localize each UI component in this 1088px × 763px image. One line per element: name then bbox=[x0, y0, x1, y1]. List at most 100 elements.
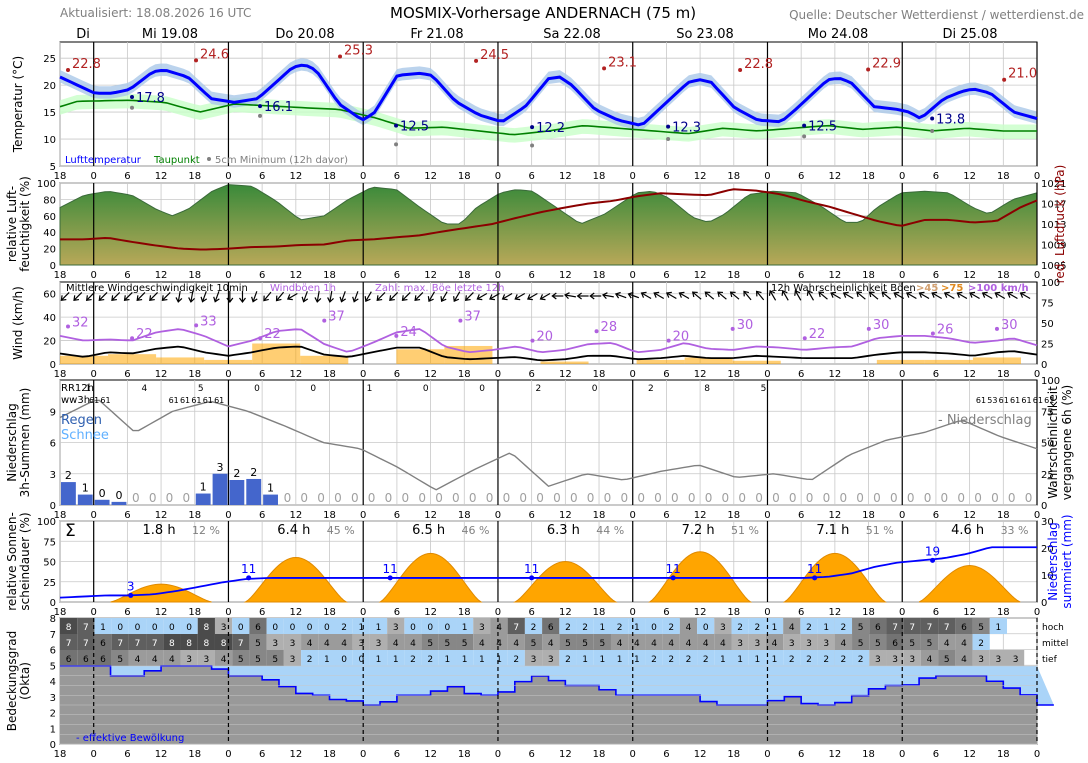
cloud-value: 3 bbox=[548, 655, 554, 665]
wind-direction-icon bbox=[704, 291, 715, 300]
cloud-cell bbox=[266, 650, 284, 666]
y-tick: 3 bbox=[50, 470, 56, 481]
y-tick: 25 bbox=[43, 578, 56, 589]
cloud-value: 5 bbox=[445, 639, 451, 649]
wind-direction-icon bbox=[427, 291, 436, 303]
cloud-cell bbox=[197, 650, 215, 666]
time-tick: 18 bbox=[593, 510, 606, 521]
cloud-cell bbox=[714, 634, 732, 650]
time-tick: 18 bbox=[323, 270, 336, 281]
wind-direction-icon bbox=[768, 289, 777, 301]
cloud-value: 4 bbox=[703, 639, 709, 649]
gust-max-marker bbox=[66, 324, 71, 329]
cloud-value: 1 bbox=[445, 655, 451, 665]
wind-direction-icon bbox=[85, 292, 95, 301]
precip-value: 0 bbox=[722, 491, 730, 505]
cloud-value: 4 bbox=[135, 655, 141, 665]
precip-bar bbox=[263, 494, 278, 505]
time-tick: 0 bbox=[764, 510, 770, 521]
sunshine-area bbox=[782, 552, 887, 603]
gust-max-label: 30 bbox=[737, 318, 754, 333]
y-tick: 50 bbox=[43, 558, 56, 569]
y-tick: 75 bbox=[43, 537, 56, 548]
cloud-cell bbox=[490, 650, 508, 666]
wind-direction-icon bbox=[188, 290, 195, 303]
cloud-cell bbox=[714, 618, 732, 634]
cloud-value: 0 bbox=[307, 623, 313, 633]
time-tick: 12 bbox=[155, 510, 168, 521]
cloud-value: 2 bbox=[737, 623, 743, 633]
precip-bar bbox=[94, 499, 110, 505]
sunshine-hours: 6.4 h bbox=[277, 523, 310, 538]
time-tick: 0 bbox=[899, 749, 905, 760]
y-tick: 20 bbox=[43, 337, 56, 348]
cloud-cell bbox=[387, 634, 405, 650]
time-tick: 6 bbox=[259, 171, 265, 182]
cloud-cell bbox=[197, 634, 215, 650]
cloud-value: 2 bbox=[823, 655, 829, 665]
cloud-cell bbox=[645, 650, 663, 666]
cloud-cell bbox=[834, 618, 853, 634]
temp-max-marker bbox=[474, 58, 479, 63]
time-tick: 12 bbox=[424, 510, 437, 521]
cloud-value: 4 bbox=[944, 639, 950, 649]
wind-direction-icon bbox=[401, 292, 411, 301]
precip-value: 0 bbox=[991, 491, 999, 505]
pressure-line bbox=[60, 188, 1038, 251]
cloud-value: 2 bbox=[686, 655, 692, 665]
cloud-cell bbox=[783, 618, 801, 634]
ww3-value: 61 bbox=[1010, 396, 1020, 405]
cloud-cell bbox=[490, 634, 508, 650]
y-tick: 0 bbox=[50, 261, 56, 272]
cloud-value: 0 bbox=[186, 623, 192, 633]
gust-max-marker bbox=[130, 336, 135, 341]
cumulative-marker bbox=[670, 575, 676, 581]
sunshine-percent: 51 % bbox=[866, 524, 894, 537]
gust-max-marker bbox=[258, 336, 263, 341]
cloud-cell bbox=[817, 650, 835, 666]
cloud-value: 1 bbox=[823, 623, 829, 633]
wind-direction-icon bbox=[376, 292, 386, 301]
y-tick: 6 bbox=[50, 646, 56, 657]
rr12-value: 8 bbox=[704, 384, 710, 394]
wind-direction-icon bbox=[489, 292, 500, 301]
cloud-cell bbox=[559, 634, 577, 650]
time-tick: 6 bbox=[124, 171, 130, 182]
precip-value: 0 bbox=[553, 491, 561, 505]
wind-direction-icon bbox=[794, 289, 802, 301]
cloud-value: 1 bbox=[462, 655, 468, 665]
time-tick: 18 bbox=[188, 749, 201, 760]
cloud-value: 0 bbox=[117, 623, 123, 633]
gust-probability-bar bbox=[156, 357, 205, 364]
ww3-value: 61 bbox=[203, 396, 213, 405]
cloud-cell bbox=[817, 618, 835, 634]
wind-direction-icon bbox=[994, 291, 1006, 300]
cloud-value: 8 bbox=[221, 639, 227, 649]
cloud-cell bbox=[783, 650, 801, 666]
cloud-cell bbox=[972, 618, 990, 634]
time-tick: 0 bbox=[1034, 749, 1040, 760]
time-tick: 6 bbox=[528, 607, 534, 618]
y-tick: 7 bbox=[50, 630, 56, 641]
precip-value: 0 bbox=[385, 491, 393, 505]
wind-direction-icon bbox=[453, 291, 461, 303]
cloud-cell bbox=[352, 634, 370, 650]
legend-effective-cloud: - effektive Bewölkung bbox=[76, 733, 184, 744]
precip-value: 0 bbox=[738, 491, 746, 505]
cloud-value: 1 bbox=[496, 655, 502, 665]
time-tick: 6 bbox=[663, 510, 669, 521]
y-tick-right: 50 bbox=[1041, 319, 1054, 330]
precip-value: 0 bbox=[1025, 491, 1033, 505]
precip-value: 0 bbox=[401, 491, 409, 505]
cloud-value: 4 bbox=[341, 639, 347, 649]
gust-max-label: 22 bbox=[264, 327, 281, 342]
temp-max-label: 21.0 bbox=[1008, 67, 1037, 82]
y-tick: 60 bbox=[43, 212, 56, 223]
cloud-value: 3 bbox=[823, 639, 829, 649]
y-axis-label: feuchtigkeit (%) bbox=[18, 176, 32, 272]
time-tick: 0 bbox=[225, 510, 231, 521]
precip-value: 3 bbox=[217, 461, 224, 474]
precip-value: 0 bbox=[823, 491, 831, 505]
cloud-cell bbox=[731, 650, 749, 666]
y-tick: 4 bbox=[50, 677, 56, 688]
